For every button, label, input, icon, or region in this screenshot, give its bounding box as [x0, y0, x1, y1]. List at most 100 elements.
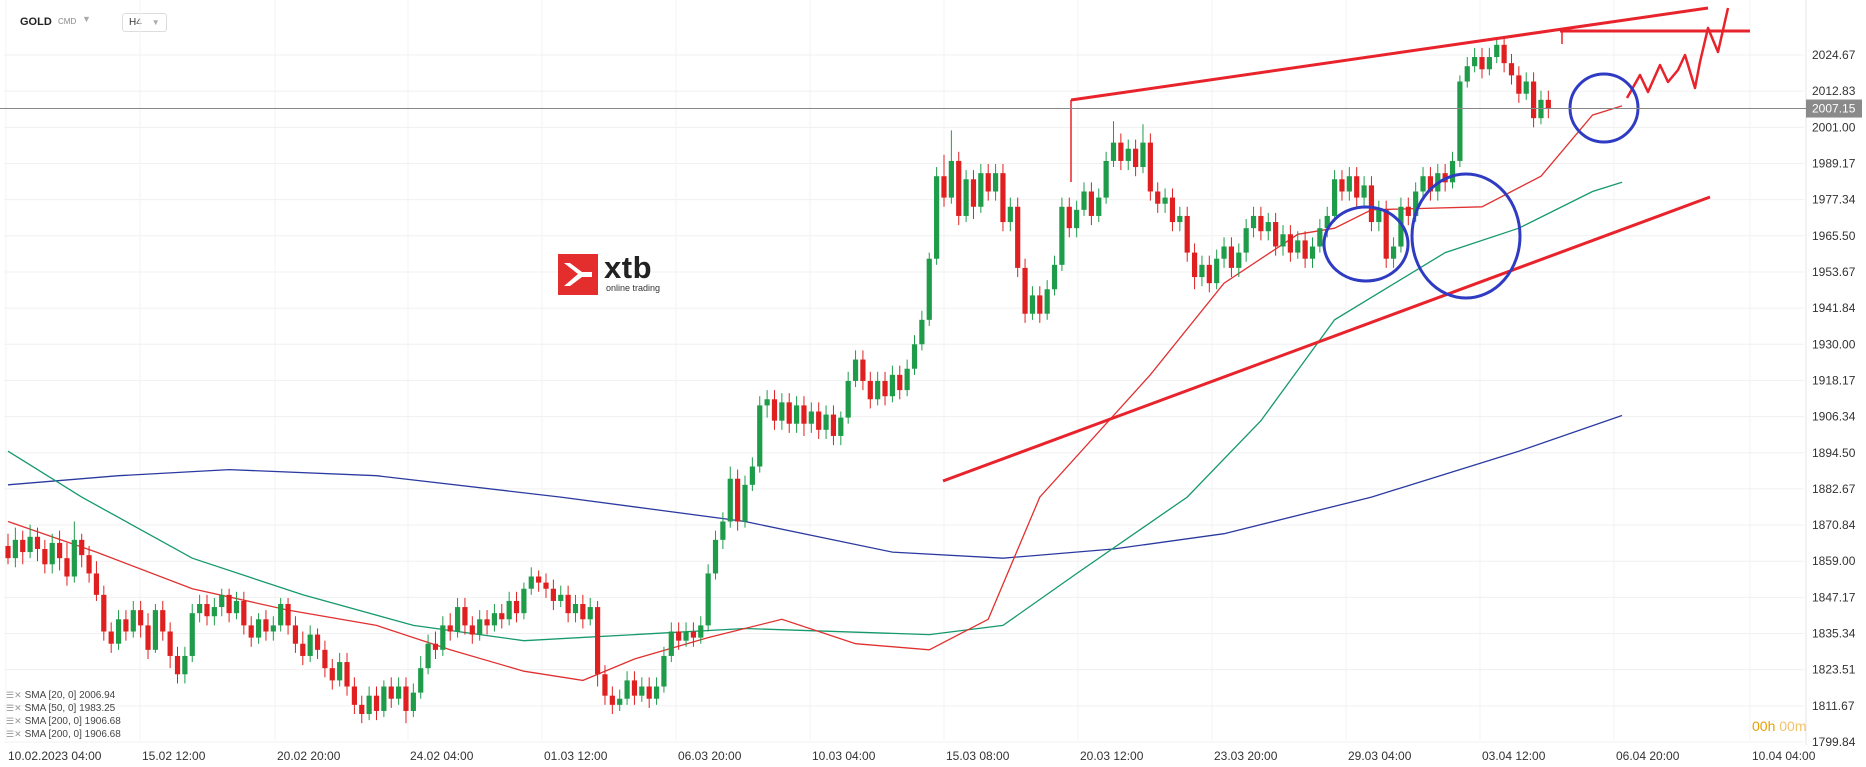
candle: [1214, 249, 1220, 290]
y-tick-label: 2024.67: [1812, 48, 1856, 62]
candle-body: [705, 573, 711, 626]
candle-body: [1029, 295, 1036, 314]
candle-body: [646, 686, 652, 699]
candle-body: [1236, 252, 1242, 268]
candle-body: [1177, 215, 1183, 223]
candle-body: [337, 662, 343, 681]
candle-body: [926, 258, 932, 320]
y-tick-label: 1965.50: [1812, 229, 1856, 243]
y-tick-label: 1989.17: [1812, 156, 1856, 170]
indicator-legend: ☰✕ SMA [20, 0] 2006.94 ☰✕ SMA [50, 0] 1983…: [6, 689, 121, 741]
candle-body: [852, 359, 859, 381]
candle-body: [307, 634, 313, 656]
chart-header: GOLD CMD ▼ H4 ▼: [0, 0, 1866, 40]
candle: [587, 597, 593, 626]
candle-body: [1147, 142, 1153, 192]
candle: [506, 591, 512, 626]
candle: [248, 616, 254, 647]
candle: [1258, 206, 1264, 241]
candle-body: [1243, 228, 1249, 253]
candle: [1191, 243, 1198, 290]
legend-item-sma50[interactable]: ☰✕ SMA [50, 0] 1983.25: [6, 703, 116, 714]
candle-countdown: 00h 00m: [1752, 718, 1806, 734]
candle-body: [963, 179, 969, 216]
candle: [1184, 206, 1190, 262]
sma20-line: [7, 105, 1623, 682]
candle-body: [138, 610, 144, 626]
candle-body: [1162, 197, 1168, 204]
indicator-icon: ☰✕: [6, 716, 22, 726]
candle: [499, 604, 505, 629]
y-tick-label: 2012.83: [1812, 84, 1856, 98]
candle: [926, 252, 932, 326]
candle: [749, 457, 755, 491]
candle: [572, 594, 579, 623]
candle: [388, 677, 394, 708]
candle-body: [1405, 206, 1411, 216]
symbol-dropdown-icon[interactable]: ▼: [82, 14, 91, 24]
timeframe-selector[interactable]: H4 ▼: [122, 13, 167, 32]
candle: [278, 597, 284, 632]
candle: [838, 411, 844, 446]
candle-body: [174, 655, 181, 675]
candle-body: [985, 173, 991, 192]
candle: [1221, 237, 1227, 268]
y-tick-label: 1906.34: [1812, 410, 1856, 424]
x-tick-label: 10.02.2023 04:00: [8, 749, 102, 763]
candle-body: [71, 539, 77, 577]
candle: [617, 689, 623, 711]
candle-body: [1508, 63, 1515, 76]
candle-body: [248, 625, 254, 638]
candle: [1457, 75, 1463, 168]
candle-body: [823, 414, 829, 430]
candle-body: [101, 594, 107, 632]
candle-body: [1125, 148, 1131, 161]
candle: [42, 539, 48, 574]
candle-body: [197, 604, 203, 614]
y-tick-label: 1799.84: [1812, 735, 1856, 749]
symbol-label[interactable]: GOLD: [20, 16, 52, 28]
candle: [167, 622, 173, 669]
candle: [1361, 176, 1367, 207]
candle: [1309, 237, 1316, 268]
candle-body: [329, 668, 335, 681]
candle-body: [911, 344, 918, 369]
candle: [454, 597, 461, 638]
legend-item-sma20[interactable]: ☰✕ SMA [20, 0] 2006.94: [6, 690, 116, 701]
candle: [764, 390, 770, 418]
candle-body: [270, 625, 276, 632]
candle-body: [1140, 142, 1146, 168]
candle: [779, 393, 785, 430]
candle: [558, 585, 564, 608]
candle: [366, 686, 372, 721]
sma50-line: [7, 181, 1623, 642]
candle: [1250, 206, 1257, 238]
candle: [130, 600, 136, 638]
candle-body: [609, 695, 615, 705]
legend-item-sma200-2[interactable]: ☰✕ SMA [200, 0] 1906.68: [6, 729, 121, 740]
candle-body: [432, 643, 439, 650]
candle-body: [115, 619, 122, 644]
candle: [56, 530, 63, 571]
candle: [683, 622, 689, 647]
candle-body: [742, 484, 748, 522]
candle: [440, 616, 446, 656]
candle-body: [1361, 185, 1367, 198]
candle: [1427, 167, 1434, 201]
candle-body: [1309, 246, 1316, 259]
candle: [270, 616, 276, 641]
indicator-icon: ☰✕: [6, 690, 22, 700]
candle: [1486, 47, 1492, 76]
consolidation-circle-2: [1410, 172, 1522, 300]
candle-body: [499, 613, 505, 620]
candle-body: [388, 686, 394, 699]
candle-body: [1228, 246, 1235, 268]
candle-body: [558, 594, 564, 601]
candle: [64, 542, 70, 586]
legend-item-sma200[interactable]: ☰✕ SMA [200, 0] 1906.68: [6, 716, 121, 727]
candle: [860, 350, 866, 391]
candle-body: [720, 521, 726, 540]
candle-body: [130, 610, 136, 632]
